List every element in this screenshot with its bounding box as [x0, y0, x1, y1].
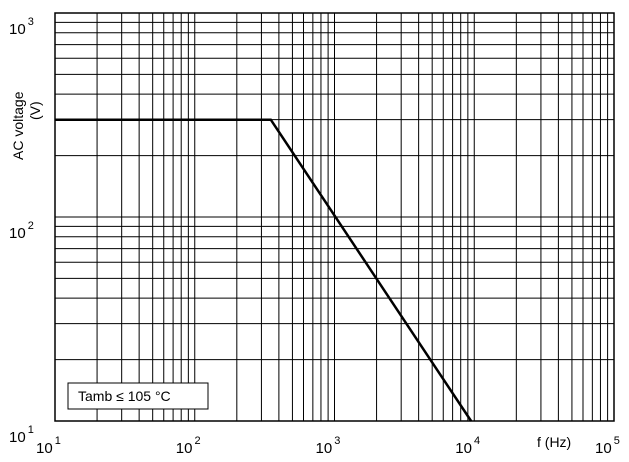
- y-tick-label: 10 3: [9, 16, 34, 38]
- series-line: [55, 118, 473, 422]
- x-axis-title: f (Hz): [537, 434, 571, 450]
- grid: [55, 13, 614, 421]
- annotation-box: [67, 382, 209, 410]
- y-axis-title-line1: AC voltage: [10, 91, 26, 160]
- x-tick-label: 10 1: [36, 435, 61, 457]
- x-tick-label: 10 4: [455, 435, 480, 457]
- x-tick-label: 10 2: [176, 435, 201, 457]
- series-layer: [55, 118, 473, 422]
- y-axis-title-line2: (V): [27, 101, 43, 120]
- x-tick-labels: 10 1 10 2 10 3 10 4 10 5: [36, 435, 620, 457]
- y-tick-labels: 10 1 10 2 10 3: [9, 16, 34, 446]
- x-tick-label: 10 5: [595, 435, 620, 457]
- y-tick-label: 10 2: [9, 220, 34, 242]
- plot-frame: [54, 12, 615, 422]
- x-tick-label: 10 3: [316, 435, 341, 457]
- annotation-text: Tamb ≤ 105 °C: [78, 388, 171, 404]
- y-tick-label: 10 1: [9, 424, 34, 446]
